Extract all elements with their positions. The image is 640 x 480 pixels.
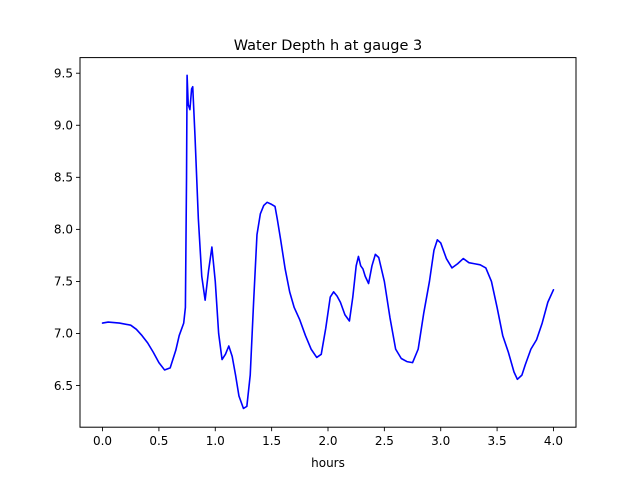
series-line-0 (101, 74, 555, 410)
y-tick-label: 6.5 (54, 379, 73, 393)
x-tick-label: 2.0 (318, 434, 337, 448)
x-tick-label: 1.5 (262, 434, 281, 448)
x-tick-label: 1.0 (206, 434, 225, 448)
x-axis: 0.0 0.5 1.0 1.5 2.0 2.5 3.0 3.5 4.0 (93, 427, 563, 448)
y-tick-label: 7.5 (54, 275, 73, 289)
x-tick-label: 3.0 (431, 434, 450, 448)
series-layer (101, 74, 555, 410)
x-tick-label: 2.5 (375, 434, 394, 448)
y-tick-label: 9.0 (54, 118, 73, 132)
x-tick-label: 4.0 (544, 434, 563, 448)
y-axis: 6.5 7.0 7.5 8.0 8.5 9.0 9.5 (54, 66, 80, 393)
y-tick-label: 8.5 (54, 171, 73, 185)
x-tick-label: 3.5 (488, 434, 507, 448)
x-tick-label: 0.5 (149, 434, 168, 448)
y-tick-label: 8.0 (54, 223, 73, 237)
chart-title: Water Depth h at gauge 3 (234, 38, 422, 54)
x-tick-label: 0.0 (93, 434, 112, 448)
x-axis-label: hours (311, 456, 345, 470)
y-tick-label: 9.5 (54, 66, 73, 80)
y-tick-label: 7.0 (54, 327, 73, 341)
